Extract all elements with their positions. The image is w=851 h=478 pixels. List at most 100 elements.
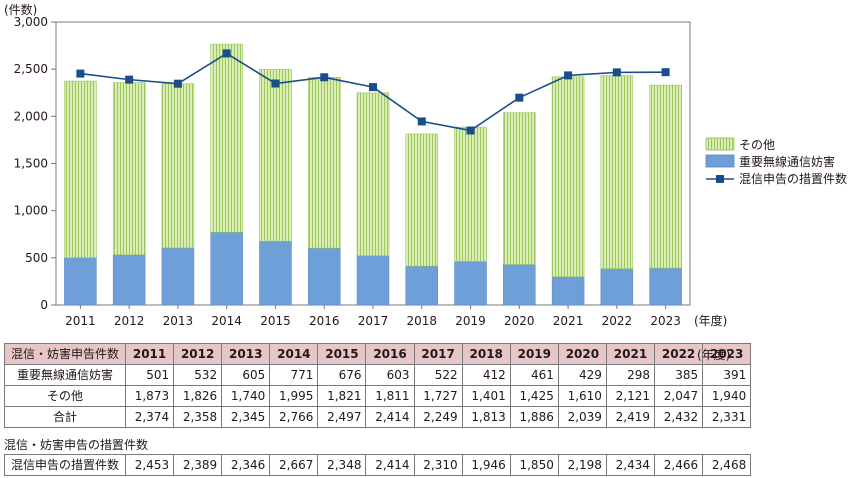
y-tick-label: 1,500 [14,157,48,171]
table-cell: 1,401 [461,385,511,407]
y-tick-label: 2,500 [14,62,48,76]
table-cell: 603 [365,364,415,386]
table-row: 合計 2,374 2,358 2,345 2,766 2,497 2,414 2,249 1,… [4,406,752,428]
x-tick-label: 2022 [602,314,633,328]
table-cell: 1,940 [702,385,752,407]
table-cell: 412 [461,364,511,386]
x-tick-label: 2021 [553,314,584,328]
table-cell: 1,886 [509,406,559,428]
point-2012 [125,75,134,84]
table-cell: 676 [317,364,367,386]
x-tick-label: 2014 [211,314,242,328]
table-cell: 522 [413,364,463,386]
table-cell: 298 [605,364,656,386]
table-cell: 501 [124,364,175,386]
bar-2011-interference [64,257,97,306]
table-cell: 2,389 [173,454,223,476]
table-cell: 391 [702,364,752,386]
x-tick-label: 2017 [358,314,389,328]
legend-swatch-interference [705,154,735,168]
bar-2013-other [161,83,195,249]
bar-2013-interference [161,247,195,306]
x-tick-label: 2023 [650,314,681,328]
bar-2016-other [307,77,341,249]
year-header-cell: 2014 [269,343,319,365]
table-cell: 2,466 [654,454,704,476]
x-tick-label: 2012 [114,314,145,328]
x-tick-label: 2019 [455,314,486,328]
bar-2022-interference [600,268,634,306]
x-tick-label: 2018 [406,314,437,328]
chart: 0 500 1,000 1,500 2,000 2,500 3,000(件数) 2011 201… [4,2,847,328]
table-cell: 2,434 [605,454,656,476]
table-cell: 1,946 [461,454,511,476]
table-cell: 429 [557,364,607,386]
point-2020 [515,93,524,102]
table-cell: 2,432 [654,406,704,428]
year-header-cell: 2019 [509,343,559,365]
table-cell: 2,345 [221,406,271,428]
y-tick-label: 0 [40,298,48,312]
row-label: その他 [4,385,126,407]
table-row: 重要無線通信妨害 501 532 605 771 676 603 522 412 461 429 2… [4,364,752,386]
table-corner-label: 混信・妨害申告件数 [4,343,126,365]
legend-swatch-other [705,137,735,151]
bar-2021-other [551,76,585,278]
table-cell: 2,121 [605,385,656,407]
table-cell: 2,047 [654,385,704,407]
year-header-cell: 2023 [702,343,752,365]
point-2022 [612,68,621,77]
table-cell: 1,813 [461,406,511,428]
year-header-cell: 2015 [317,343,367,365]
table-cell: 2,497 [317,406,367,428]
table-row: その他 1,873 1,826 1,740 1,995 1,821 1,811 1,727 1… [4,385,752,407]
measure-count-table: 混信申告の措置件数 2,453 2,389 2,346 2,667 2,348 2,414… [4,454,752,476]
table-cell: 2,310 [413,454,463,476]
y-tick-label: 500 [25,251,48,265]
point-2013 [173,79,182,88]
table-cell: 2,419 [605,406,656,428]
table-cell: 605 [221,364,271,386]
year-header-cell: 2022 [654,343,704,365]
table-cell: 2,346 [221,454,271,476]
table-cell: 2,348 [317,454,367,476]
table-cell: 1,425 [509,385,559,407]
x-tick-label: 2011 [65,314,96,328]
bar-2017-interference [356,255,390,306]
bar-2011-other [64,80,97,258]
year-header-cell: 2013 [221,343,271,365]
section2-title: 混信・妨害申告の措置件数 [4,438,149,452]
bar-2020-other [503,112,536,265]
point-2011 [76,69,85,78]
year-header-cell: 2020 [557,343,607,365]
table-cell: 1,850 [509,454,559,476]
row-label: 合計 [4,406,126,428]
table-cell: 2,331 [702,406,752,428]
table-cell: 385 [654,364,704,386]
year-header-cell: 2011 [124,343,175,365]
point-2018 [417,117,426,126]
bar-2017-other [356,92,390,257]
point-2023 [661,68,670,77]
y-axis-unit: (件数) [4,2,37,17]
table-cell: 2,374 [124,406,175,428]
point-2017 [369,83,377,92]
x-tick-label: 2013 [163,314,194,328]
legend-marker-measures [716,175,724,183]
year-header-cell: 2017 [413,343,463,365]
table-cell: 532 [173,364,223,386]
row-label: 重要無線通信妨害 [4,364,126,386]
table-cell: 461 [509,364,559,386]
table-cell: 1,610 [557,385,607,407]
point-2019 [466,126,475,135]
bar-2014-other [210,43,243,233]
bar-2018-interference [405,265,439,306]
complaint-count-table: 混信・妨害申告件数 2011 2012 2013 2014 2015 2016 2017 20… [4,343,752,428]
table-cell: 2,468 [702,454,752,476]
table-cell: 2,198 [557,454,607,476]
point-2021 [564,71,573,80]
bar-2022-other [600,75,634,269]
table-cell: 2,667 [269,454,319,476]
table-cell: 2,453 [124,454,175,476]
table-cell: 2,039 [557,406,607,428]
